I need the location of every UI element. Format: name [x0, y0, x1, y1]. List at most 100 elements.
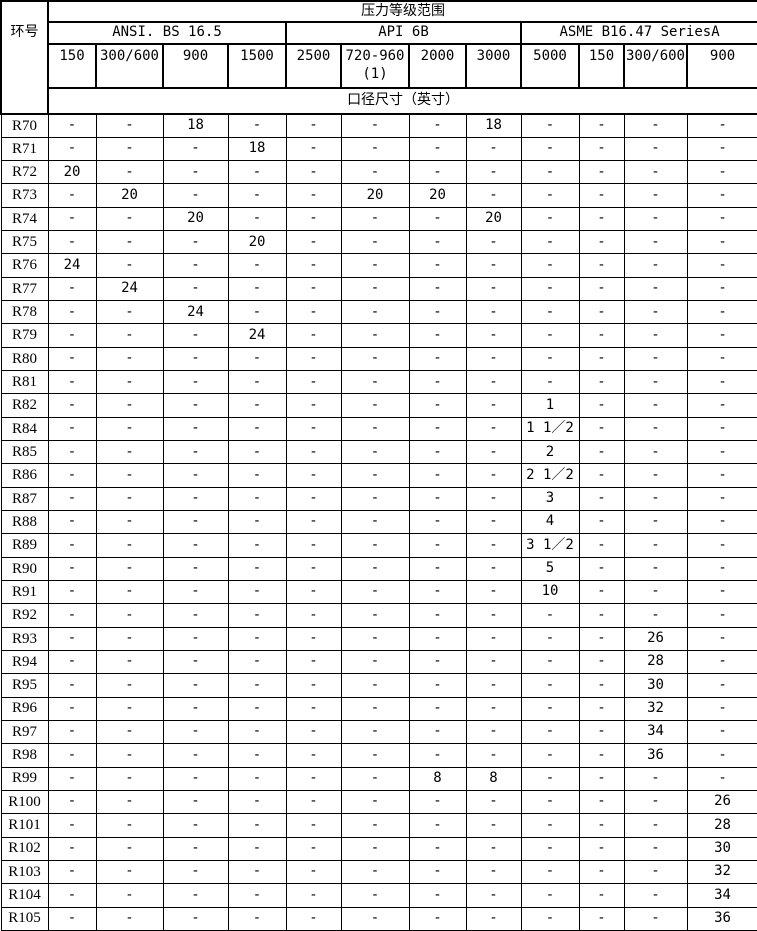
- table-cell: -: [285, 346, 342, 372]
- table-cell: -: [520, 323, 580, 348]
- table-cell: -: [465, 300, 522, 325]
- table-cell: -: [95, 790, 164, 815]
- table-cell: -: [578, 206, 625, 232]
- table-cell: -: [408, 580, 467, 605]
- table-cell: -: [340, 836, 410, 862]
- ring-label: R96: [0, 696, 49, 722]
- table-cell: -: [623, 836, 688, 862]
- table-cell: -: [465, 370, 522, 395]
- table-cell: -: [285, 253, 342, 278]
- table-cell: -: [95, 603, 164, 628]
- table-cell: -: [162, 253, 229, 278]
- table-cell: -: [623, 230, 688, 255]
- table-row: R97 - - - - - - - - - - 34 -: [0, 720, 757, 745]
- table-cell: 24: [162, 300, 229, 325]
- table-cell: -: [686, 463, 757, 488]
- table-cell: -: [465, 486, 522, 512]
- table-cell: -: [285, 370, 342, 395]
- ring-label: R82: [0, 393, 49, 418]
- table-cell: -: [162, 580, 229, 605]
- table-cell: -: [520, 883, 580, 908]
- table-cell: -: [227, 696, 287, 722]
- table-cell: -: [578, 790, 625, 815]
- table-cell: -: [285, 416, 342, 442]
- table-cell: -: [408, 626, 467, 652]
- table-cell: -: [623, 253, 688, 278]
- table-cell: -: [95, 743, 164, 768]
- table-cell: -: [465, 626, 522, 652]
- table-cell: -: [340, 370, 410, 395]
- table-cell: -: [47, 766, 97, 792]
- table-cell: -: [227, 510, 287, 535]
- table-cell: -: [95, 253, 164, 278]
- table-cell: -: [47, 276, 97, 302]
- ring-label: R91: [0, 580, 49, 605]
- table-cell: -: [285, 626, 342, 652]
- table-cell: -: [623, 790, 688, 815]
- table-row: R88 - - - - - - - - 4 - - -: [0, 510, 757, 535]
- table-cell: -: [465, 743, 522, 768]
- table-row: R102 - - - - - - - - - - - 30: [0, 836, 757, 862]
- table-cell: -: [285, 136, 342, 162]
- table-cell: -: [520, 346, 580, 372]
- table-cell: -: [47, 136, 97, 162]
- header-row-pressure-classes: 150 300/600 900 1500 2500 720-960 (1) 20…: [1, 43, 757, 89]
- table-cell: -: [578, 370, 625, 395]
- table-cell: 24: [95, 276, 164, 302]
- table-cell: -: [340, 300, 410, 325]
- table-cell: -: [686, 370, 757, 395]
- table-cell: -: [578, 346, 625, 372]
- table-cell: -: [162, 323, 229, 348]
- table-cell: -: [95, 136, 164, 162]
- table-cell: -: [465, 720, 522, 745]
- table-cell: -: [520, 626, 580, 652]
- table-cell: -: [623, 346, 688, 372]
- table-cell: -: [95, 626, 164, 652]
- table-cell: -: [520, 253, 580, 278]
- table-cell: -: [465, 440, 522, 465]
- table-cell: -: [408, 696, 467, 722]
- table-cell: -: [95, 673, 164, 698]
- table-cell: -: [285, 206, 342, 232]
- table-cell: -: [47, 486, 97, 512]
- table-cell: -: [578, 696, 625, 722]
- table-row: R104 - - - - - - - - - - - 34: [0, 883, 757, 908]
- table-cell: -: [408, 416, 467, 442]
- table-cell: -: [520, 136, 580, 162]
- table-cell: -: [623, 113, 688, 138]
- table-cell: -: [578, 486, 625, 512]
- table-cell: -: [578, 720, 625, 745]
- table-cell: -: [623, 906, 688, 931]
- table-cell: -: [162, 790, 229, 815]
- table-cell: -: [465, 580, 522, 605]
- table-row: R92 - - - - - - - - - - - -: [0, 603, 757, 628]
- ring-label: R105: [0, 906, 49, 931]
- table-cell: -: [340, 253, 410, 278]
- table-cell: -: [408, 230, 467, 255]
- ring-label: R89: [0, 533, 49, 558]
- table-title: 压力等级范围: [46, 0, 757, 23]
- ring-label: R97: [0, 720, 49, 745]
- table-cell: -: [340, 510, 410, 535]
- table-cell: -: [465, 416, 522, 442]
- table-cell: -: [47, 859, 97, 885]
- table-cell: -: [465, 393, 522, 418]
- table-cell: -: [520, 696, 580, 722]
- pressure-class-header: 900: [685, 43, 757, 89]
- table-cell: -: [465, 160, 522, 185]
- table-cell: -: [340, 790, 410, 815]
- table-cell: -: [408, 603, 467, 628]
- table-row: R94 - - - - - - - - - - 28 -: [0, 650, 757, 675]
- table-cell: -: [465, 230, 522, 255]
- table-cell: -: [227, 556, 287, 582]
- table-cell: -: [285, 673, 342, 698]
- table-cell: -: [47, 393, 97, 418]
- table-cell: -: [465, 323, 522, 348]
- table-cell: -: [520, 743, 580, 768]
- table-cell: -: [285, 556, 342, 582]
- table-cell: 36: [623, 743, 688, 768]
- table-cell: -: [686, 766, 757, 792]
- table-cell: -: [578, 883, 625, 908]
- table-cell: -: [408, 160, 467, 185]
- table-cell: -: [623, 533, 688, 558]
